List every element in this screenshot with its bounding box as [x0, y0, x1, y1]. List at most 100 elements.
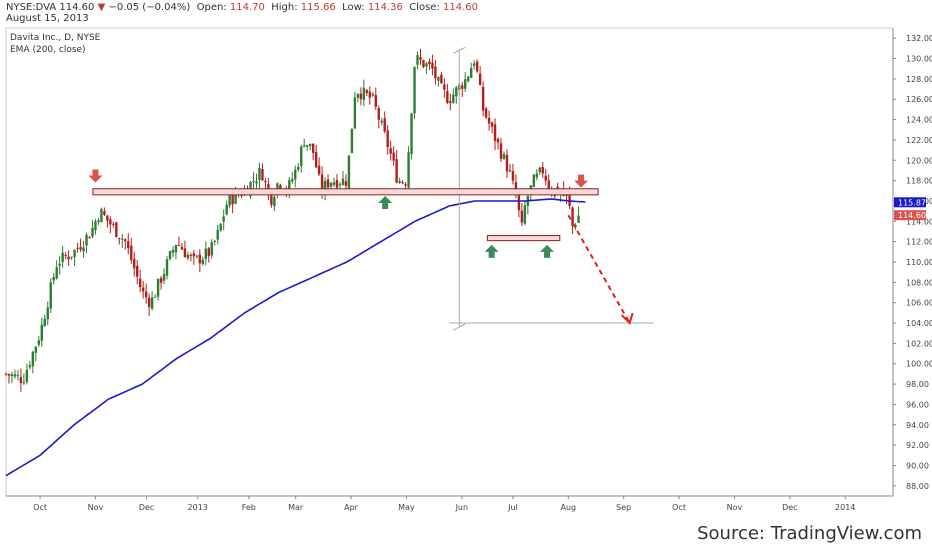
candle-body	[344, 181, 348, 186]
candle-body	[425, 63, 428, 67]
up-arrow-icon	[540, 244, 555, 258]
close-label: Close:	[409, 2, 440, 13]
candle-body	[61, 252, 64, 262]
candle-body	[103, 211, 106, 215]
candle-body	[138, 278, 142, 288]
candle-body	[431, 62, 434, 69]
candle-body	[124, 239, 127, 242]
candle-body	[70, 256, 73, 258]
y-tick-label: 122.00	[906, 136, 932, 145]
candle-body	[40, 324, 43, 341]
ticker-header: NYSE:DVA 114.60 ▼ −0.05 (−0.04%) Open: 1…	[6, 2, 478, 13]
candle-body	[392, 152, 395, 161]
down-arrow-icon	[88, 169, 103, 183]
candle-body	[219, 223, 222, 231]
candle-body	[228, 194, 231, 206]
down-arrow-icon	[574, 174, 589, 188]
candle-body	[91, 227, 94, 237]
candle-body	[305, 144, 309, 147]
candle-body	[204, 248, 207, 259]
x-tick-label: Feb	[242, 503, 256, 512]
candle-body	[398, 181, 401, 183]
candle-body	[487, 117, 491, 124]
candle-body	[505, 155, 509, 172]
x-tick-label: Apr	[344, 503, 359, 512]
candle-body	[186, 254, 190, 259]
candle-body	[133, 259, 136, 269]
ema-line	[5, 198, 586, 477]
open-value: 114.70	[229, 2, 265, 13]
candle-body	[443, 84, 446, 90]
price-chart[interactable]: 88.00 90.00 92.00 94.00 96.00 98.00 100.00 102.…	[0, 26, 932, 520]
candle-body	[64, 255, 67, 257]
candle-body	[201, 259, 205, 265]
ticker-change: −0.05 (−0.04%)	[108, 2, 191, 13]
candle-body	[156, 278, 160, 297]
candle-body	[410, 113, 413, 155]
candle-body	[189, 254, 193, 256]
candle-body	[371, 93, 374, 96]
candle-body	[25, 369, 29, 382]
candle-body	[314, 151, 318, 168]
candle-body	[374, 94, 377, 107]
candle-body	[288, 180, 291, 192]
candle-body	[294, 169, 297, 180]
low-value: 114.36	[367, 2, 403, 13]
candle-body	[419, 56, 422, 60]
candle-body	[449, 101, 452, 104]
candle-body	[538, 167, 541, 173]
candle-body	[461, 85, 464, 89]
x-tick-label: Mar	[288, 503, 304, 512]
candle-body	[67, 256, 70, 260]
candle-body	[216, 229, 219, 240]
candle-body	[523, 205, 527, 224]
candle-body	[365, 90, 369, 93]
up-arrow-icon	[484, 244, 499, 258]
last-price-label-bg	[894, 210, 926, 221]
source-label: Source: TradingView.com	[697, 523, 922, 544]
y-tick-label: 100.00	[906, 360, 932, 369]
candle-body	[261, 168, 264, 181]
candle-body	[493, 124, 497, 142]
candle-body	[234, 191, 237, 204]
candle-body	[118, 237, 121, 239]
measure-cap-bottom	[453, 323, 466, 331]
candle-body	[22, 382, 26, 384]
candle-body	[326, 179, 330, 188]
candle-body	[481, 86, 485, 111]
candle-body	[28, 365, 32, 368]
candle-body	[183, 248, 187, 258]
y-tick-label: 118.00	[906, 177, 932, 186]
y-tick-label: 110.00	[906, 258, 932, 267]
candle-body	[127, 241, 130, 249]
x-tick-label: Oct	[672, 503, 686, 512]
candle-body	[383, 118, 386, 132]
candle-body	[475, 61, 479, 72]
candle-body	[82, 247, 85, 252]
candle-body	[165, 259, 169, 276]
candle-body	[446, 91, 449, 103]
last-price-label: 114.60	[898, 211, 926, 220]
candle-body	[16, 375, 20, 377]
chart-container[interactable]: 88.00 90.00 92.00 94.00 96.00 98.00 100.00 102.…	[0, 26, 932, 520]
candle-body	[320, 174, 324, 193]
candle-body	[147, 297, 151, 308]
candle-body	[422, 60, 425, 68]
y-tick-label: 120.00	[906, 156, 932, 165]
change-arrow-icon: ▼	[97, 2, 106, 13]
candle-body	[121, 238, 124, 240]
candle-body	[195, 255, 199, 257]
candle-body	[300, 146, 303, 166]
candle-body	[353, 97, 357, 129]
close-value: 114.60	[443, 2, 479, 13]
y-tick-label: 94.00	[906, 421, 929, 430]
ticker-last: 114.60	[59, 2, 95, 13]
candle-body	[94, 221, 97, 231]
candle-body	[112, 223, 115, 225]
y-tick-label: 96.00	[906, 400, 929, 409]
candle-body	[440, 74, 443, 84]
high-label: High:	[271, 2, 298, 13]
y-tick-label: 104.00	[906, 319, 932, 328]
x-tick-label: Jun	[455, 503, 469, 512]
y-tick-label: 108.00	[906, 278, 932, 287]
